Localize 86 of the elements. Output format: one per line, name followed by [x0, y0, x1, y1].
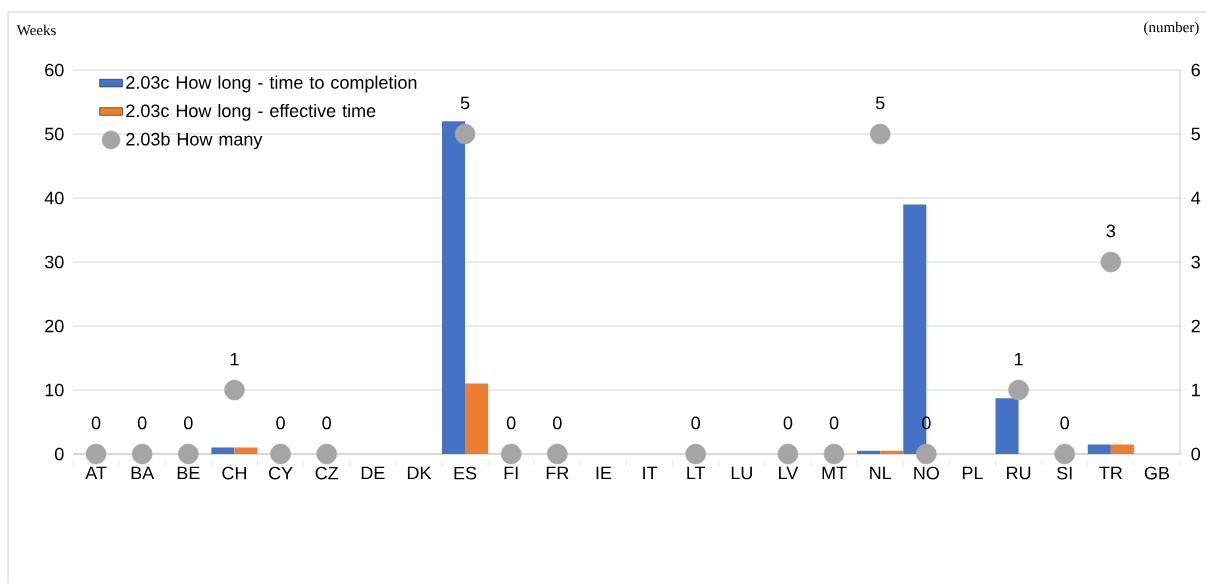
x-tick-label: GB: [1144, 466, 1170, 480]
point: [685, 443, 706, 465]
y-tick-label: 30: [44, 255, 64, 269]
y-tick-label: 10: [45, 383, 64, 397]
x-tick-label: NO: [914, 466, 939, 480]
x-tick-label: FI: [504, 466, 518, 480]
point: [777, 443, 799, 465]
x-tick-label: NL: [870, 466, 892, 480]
y-tick-label: 40: [44, 191, 64, 205]
bar: [442, 121, 466, 454]
x-tick-label: PL: [962, 466, 983, 480]
point: [547, 443, 568, 465]
data-label: 0: [506, 416, 516, 430]
point: [1008, 379, 1029, 401]
data-label: 0: [322, 416, 331, 430]
x-tick-label: CY: [268, 466, 293, 480]
point: [224, 379, 245, 401]
data-label: 0: [91, 416, 101, 430]
legend-label: 2.03b How many: [126, 132, 263, 150]
point: [869, 123, 891, 145]
point: [823, 443, 845, 465]
y2-tick-label: 4: [1191, 191, 1201, 205]
bar: [1110, 444, 1134, 454]
data-label: 0: [691, 416, 700, 430]
x-tick-label: SI: [1057, 466, 1072, 480]
point: [131, 443, 153, 465]
point: [270, 443, 291, 465]
bar: [857, 450, 881, 454]
x-tick-label: RU: [1007, 466, 1031, 480]
x-tick-label: ES: [454, 466, 477, 480]
x-tick-label: CH: [222, 466, 246, 480]
x-tick-label: IT: [643, 466, 658, 480]
point: [1100, 251, 1122, 273]
point: [500, 443, 522, 465]
x-tick-label: LV: [779, 466, 799, 480]
data-label: 0: [1060, 416, 1069, 430]
x-tick-label: DE: [361, 466, 385, 480]
x-tick-label: TR: [1099, 466, 1122, 480]
data-label: 0: [829, 416, 839, 430]
point: [454, 123, 476, 145]
y2-tick-label: 5: [1191, 127, 1200, 141]
point: [85, 443, 107, 465]
y2-tick-label: 3: [1191, 255, 1200, 269]
data-label: 0: [783, 416, 793, 430]
data-label: 0: [137, 416, 147, 430]
point: [916, 443, 937, 465]
bar: [465, 383, 489, 454]
bar: [880, 450, 904, 454]
legend-label: 2.03c How long - time to completion: [126, 75, 417, 93]
y-tick-label: 60: [45, 63, 64, 77]
bar: [211, 447, 235, 454]
data-label: 3: [1106, 224, 1116, 238]
x-tick-label: LT: [687, 466, 706, 480]
y2-tick-label: 6: [1191, 63, 1200, 77]
x-tick-label: IE: [596, 466, 612, 480]
point: [1054, 443, 1075, 465]
y-tick-label: 50: [44, 127, 64, 141]
y-tick-label: 0: [54, 447, 64, 461]
x-tick-label: BE: [177, 466, 200, 480]
data-label: 0: [276, 416, 285, 430]
x-tick-label: BA: [131, 466, 155, 480]
data-label: 5: [875, 96, 885, 110]
x-tick-label: LU: [731, 466, 752, 480]
data-label: 0: [922, 416, 931, 430]
y2-tick-label: 0: [1191, 447, 1201, 461]
y2-tick-label: 2: [1191, 319, 1200, 333]
bar: [234, 447, 258, 454]
data-label: 0: [184, 416, 193, 430]
x-tick-label: DK: [407, 466, 432, 480]
legend-label: 2.03c How long - effective time: [126, 103, 376, 121]
y-axis-title: Weeks: [16, 24, 56, 36]
y2-tick-label: 1: [1192, 383, 1200, 397]
x-tick-label: FR: [546, 466, 569, 480]
data-label: 0: [553, 416, 562, 430]
bar: [995, 398, 1019, 454]
x-tick-label: AT: [85, 466, 107, 480]
point: [316, 443, 337, 465]
data-label: 1: [230, 352, 239, 366]
y-tick-label: 20: [45, 319, 64, 333]
x-tick-label: CZ: [315, 466, 339, 480]
data-label: 5: [460, 96, 470, 110]
y2-axis-title: (number): [1144, 21, 1199, 36]
point: [178, 443, 199, 465]
x-tick-label: MT: [822, 466, 847, 480]
data-label: 1: [1014, 352, 1023, 366]
bar: [1087, 444, 1111, 454]
